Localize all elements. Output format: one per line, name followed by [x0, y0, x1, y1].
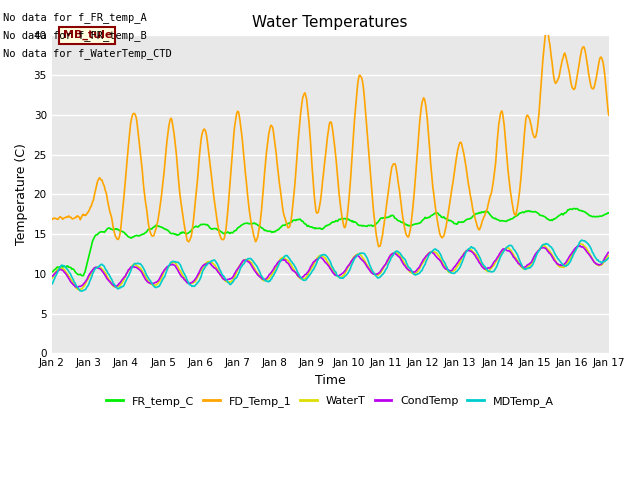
- Legend: FR_temp_C, FD_Temp_1, WaterT, CondTemp, MDTemp_A: FR_temp_C, FD_Temp_1, WaterT, CondTemp, …: [102, 392, 558, 411]
- Text: No data for f_FR_temp_A: No data for f_FR_temp_A: [3, 12, 147, 23]
- Y-axis label: Temperature (C): Temperature (C): [15, 144, 28, 245]
- Text: No data for f_FR_temp_B: No data for f_FR_temp_B: [3, 30, 147, 41]
- Title: Water Temperatures: Water Temperatures: [252, 15, 408, 30]
- Text: No data for f_WaterTemp_CTD: No data for f_WaterTemp_CTD: [3, 48, 172, 60]
- X-axis label: Time: Time: [315, 374, 346, 387]
- Text: MB_tule: MB_tule: [63, 30, 112, 40]
